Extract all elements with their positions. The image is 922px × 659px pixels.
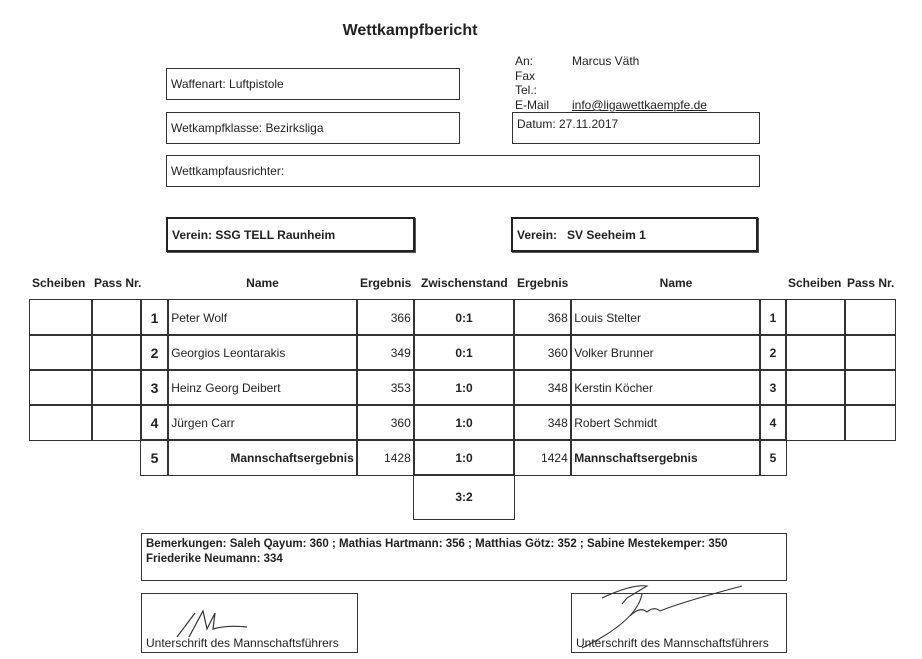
home-player-name: Georgios Leontarakis [167,334,358,371]
away-player-result: 348 [513,404,572,441]
home-player-name: Jürgen Carr [167,404,358,441]
away-team-box: Verein: SV Seeheim 1 [511,217,758,252]
row-number-left: 3 [140,369,169,406]
away-total-result: 1424 [513,439,572,476]
klasse-text: Wetkampfklasse: Bezirksliga [171,121,324,135]
header-ergebnis-right: Ergebnis [517,276,569,290]
home-team-box: Verein: SSG TELL Raunheim [166,217,415,252]
final-score: 3:2 [413,474,515,520]
home-player-result: 366 [356,299,415,336]
ausrichter-text: Wettkampfausrichter: [171,164,285,178]
away-player-result: 368 [513,299,572,336]
signature-box-left: Unterschrift des Mannschaftsführers [141,593,358,653]
intermediate-score: 0:1 [413,334,515,371]
pass-left-cell[interactable] [91,404,142,441]
fax-label: Fax [515,69,536,83]
row-number-right: 1 [759,299,787,336]
datum-text: Datum: 27.11.2017 [517,117,619,131]
away-player-name: Volker Brunner [570,334,761,371]
klasse-field: Wetkampfklasse: Bezirksliga [166,112,460,144]
page-title: Wettkampfbericht [342,22,478,39]
row-number-right: 2 [759,334,787,371]
home-player-result: 349 [356,334,415,371]
row-number-left: 1 [140,299,169,336]
signature-label-right: Unterschrift des Mannschaftsführers [576,636,769,650]
scheiben-left-cell[interactable] [29,334,93,371]
handwritten-signature-left [176,609,248,638]
home-player-name: Peter Wolf [167,299,358,336]
away-player-name: Kerstin Köcher [570,369,761,406]
tel-label: Tel.: [515,83,538,97]
handwritten-signature-right [581,585,743,649]
scheiben-right-cell[interactable] [785,369,846,406]
waffenart-field: Waffenart: Luftpistole [166,68,460,100]
home-total-result: 1428 [356,439,415,476]
total-intermediate-score: 1:0 [413,439,515,476]
home-player-result: 360 [356,404,415,441]
header-zwischenstand: Zwischenstand [421,276,508,290]
away-team-label: Verein: [517,227,558,242]
header-name-left: Name [246,276,279,290]
pass-right-cell[interactable] [844,404,896,441]
header-ergebnis-left: Ergebnis [360,276,412,290]
ausrichter-field: Wettkampfausrichter: [166,155,760,187]
row-number-right: 3 [759,369,787,406]
intermediate-score: 0:1 [413,299,515,336]
home-team-name: SSG TELL Raunheim [215,227,336,242]
header-pass-right: Pass Nr. [847,276,895,290]
header-scheiben-left: Scheiben [32,276,86,290]
intermediate-score: 1:0 [413,404,515,441]
away-player-name: Louis Stelter [570,299,761,336]
total-number-left: 5 [140,439,169,476]
home-team-label: Verein: [172,227,213,242]
away-player-result: 348 [513,369,572,406]
home-player-result: 353 [356,369,415,406]
pass-right-cell[interactable] [844,299,896,336]
home-player-name: Heinz Georg Deibert [167,369,358,406]
pass-left-cell[interactable] [91,299,142,336]
scheiben-left-cell[interactable] [29,369,93,406]
scheiben-left-cell[interactable] [29,299,93,336]
header-scheiben-right: Scheiben [788,276,842,290]
away-player-name: Robert Schmidt [570,404,761,441]
total-number-right: 5 [759,439,787,476]
away-total-label: Mannschaftsergebnis [570,439,761,476]
remarks-line-2: Friederike Neumann: 334 [146,553,283,565]
away-player-result: 360 [513,334,572,371]
email-label: E-Mail [515,98,550,112]
intermediate-score: 1:0 [413,369,515,406]
header-name-right: Name [659,276,693,290]
pass-right-cell[interactable] [844,334,896,371]
pass-left-cell[interactable] [91,369,142,406]
row-number-right: 4 [759,404,787,441]
remarks-box: Bemerkungen: Saleh Qayum: 360 ; Mathias … [141,533,787,581]
home-total-label: Mannschaftsergebnis [167,439,358,476]
waffenart-text: Waffenart: Luftpistole [171,77,284,91]
email-link[interactable]: info@ligawettkaempfe.de [572,98,707,112]
an-value: Marcus Väth [572,54,640,68]
an-label: An: [515,54,534,68]
row-number-left: 2 [140,334,169,371]
signature-box-right: Unterschrift des Mannschaftsführers [571,585,787,653]
signature-label-left: Unterschrift des Mannschaftsführers [146,636,339,650]
row-number-left: 4 [140,404,169,441]
header-pass-left: Pass Nr. [94,276,142,290]
scheiben-right-cell[interactable] [785,404,846,441]
away-team-name: SV Seeheim 1 [567,227,646,242]
remarks-line-1: Bemerkungen: Saleh Qayum: 360 ; Mathias … [146,538,728,550]
scheiben-left-cell[interactable] [29,404,93,441]
scheiben-right-cell[interactable] [785,334,846,371]
scheiben-right-cell[interactable] [785,299,846,336]
datum-field: Datum: 27.11.2017 [512,112,760,144]
pass-left-cell[interactable] [91,334,142,371]
pass-right-cell[interactable] [844,369,896,406]
